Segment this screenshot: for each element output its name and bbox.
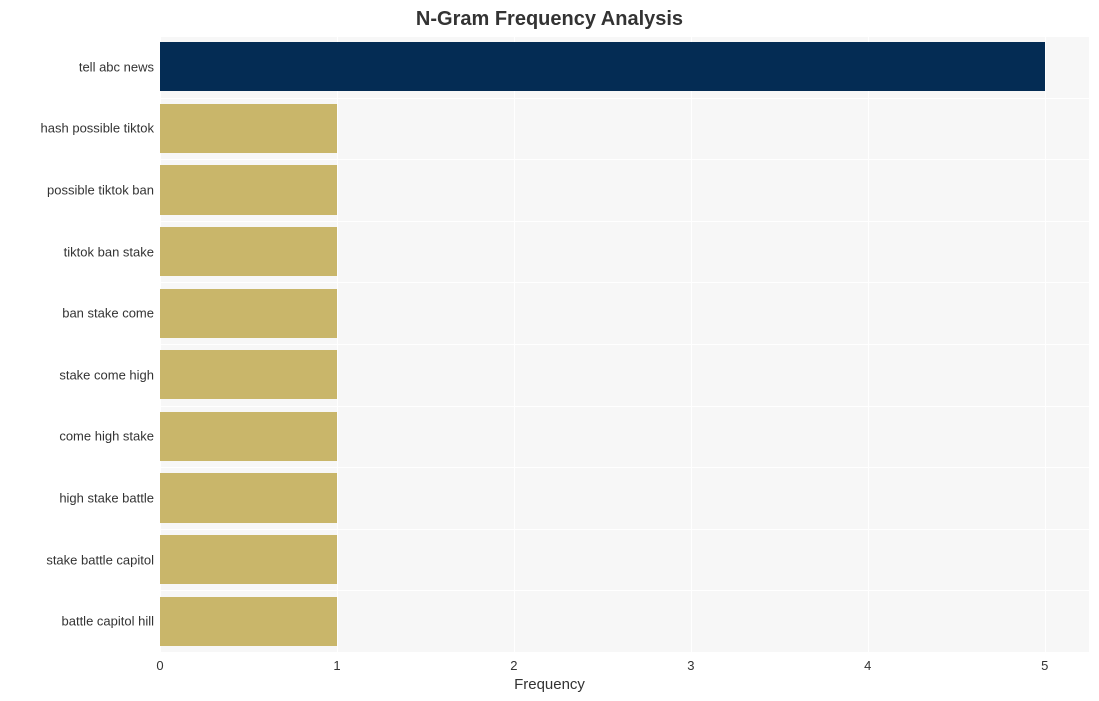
y-gridline <box>160 98 1089 99</box>
bar <box>160 412 337 461</box>
plot-area: 012345tell abc newshash possible tiktokp… <box>160 36 1089 652</box>
x-axis-label: Frequency <box>0 676 1099 693</box>
bar <box>160 289 337 338</box>
bar-row <box>160 412 1089 461</box>
bar <box>160 227 337 276</box>
y-gridline <box>160 282 1089 283</box>
bar-row <box>160 165 1089 214</box>
bar-row <box>160 473 1089 522</box>
y-tick-label: stake come high <box>59 367 160 382</box>
x-tick-label: 4 <box>864 652 871 673</box>
y-tick-label: come high stake <box>59 429 160 444</box>
y-gridline <box>160 467 1089 468</box>
bar-row <box>160 289 1089 338</box>
y-tick-label: ban stake come <box>62 306 160 321</box>
x-tick-label: 1 <box>333 652 340 673</box>
bar <box>160 473 337 522</box>
bar <box>160 597 337 646</box>
chart-title: N-Gram Frequency Analysis <box>0 8 1099 31</box>
ngram-chart: N-Gram Frequency Analysis 012345tell abc… <box>0 0 1099 701</box>
y-gridline <box>160 344 1089 345</box>
y-tick-label: tell abc news <box>79 59 160 74</box>
y-gridline <box>160 36 1089 37</box>
bar-row <box>160 42 1089 91</box>
y-tick-label: hash possible tiktok <box>41 121 160 136</box>
bar <box>160 42 1045 91</box>
bar <box>160 535 337 584</box>
y-gridline <box>160 406 1089 407</box>
y-tick-label: stake battle capitol <box>46 552 160 567</box>
bar-row <box>160 227 1089 276</box>
y-gridline <box>160 221 1089 222</box>
x-tick-label: 5 <box>1041 652 1048 673</box>
y-tick-label: high stake battle <box>59 491 160 506</box>
bar-row <box>160 104 1089 153</box>
y-gridline <box>160 652 1089 653</box>
y-tick-label: battle capitol hill <box>62 614 161 629</box>
y-gridline <box>160 159 1089 160</box>
x-tick-label: 2 <box>510 652 517 673</box>
bar-row <box>160 350 1089 399</box>
x-tick-label: 3 <box>687 652 694 673</box>
bar <box>160 165 337 214</box>
bar-row <box>160 535 1089 584</box>
y-tick-label: tiktok ban stake <box>64 244 160 259</box>
y-gridline <box>160 529 1089 530</box>
bar <box>160 350 337 399</box>
y-tick-label: possible tiktok ban <box>47 183 160 198</box>
bar-row <box>160 597 1089 646</box>
y-gridline <box>160 590 1089 591</box>
x-tick-label: 0 <box>156 652 163 673</box>
bar <box>160 104 337 153</box>
